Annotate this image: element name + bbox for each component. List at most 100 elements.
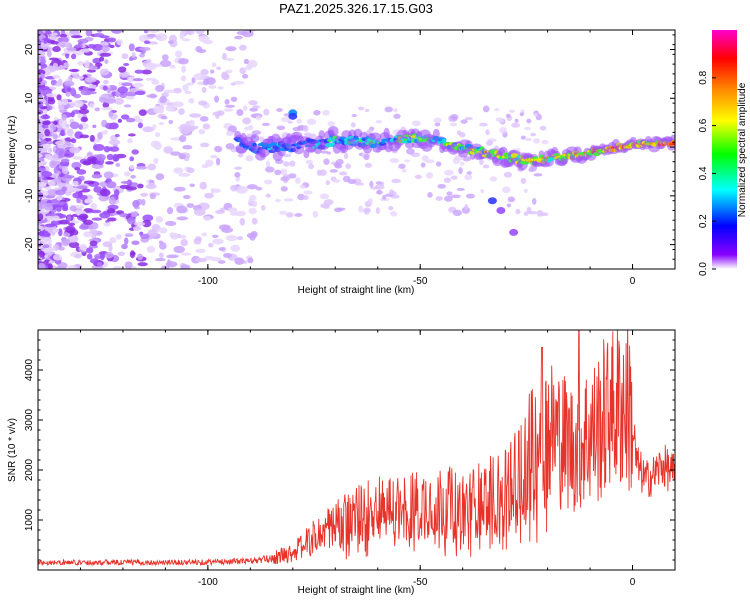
noise-blob [434, 122, 441, 127]
noise-blob [48, 147, 53, 153]
noise-blob [77, 38, 89, 44]
noise-blob [58, 119, 68, 126]
noise-blob [367, 198, 373, 205]
noise-blob [185, 30, 195, 36]
noise-blob [393, 113, 401, 119]
noise-blob [482, 105, 490, 113]
noise-blob [230, 96, 238, 102]
noise-blob [211, 234, 219, 238]
noise-blob [60, 129, 65, 137]
noise-blob [195, 257, 207, 263]
noise-blob [525, 137, 532, 142]
noise-blob [65, 52, 70, 59]
noise-blob [48, 180, 56, 187]
noise-blob [70, 53, 77, 60]
noise-blob [178, 58, 189, 65]
noise-blob [89, 258, 99, 264]
noise-blob [334, 207, 343, 213]
noise-blob [38, 144, 41, 151]
noise-blob [66, 128, 74, 137]
noise-blob [503, 171, 513, 178]
noise-blob [420, 162, 426, 168]
noise-blob [80, 116, 89, 123]
noise-blob [89, 103, 95, 109]
noise-blob [107, 217, 117, 222]
noise-blob [71, 35, 83, 39]
noise-blob [255, 115, 262, 121]
noise-blob [125, 117, 136, 123]
noise-blob [210, 256, 222, 262]
noise-blob [121, 243, 128, 250]
noise-blob [507, 196, 516, 203]
y-tick-label: 0 [24, 144, 35, 150]
noise-blob [38, 153, 43, 158]
signal-blob [318, 130, 325, 140]
noise-blob [444, 169, 454, 176]
noise-blob [86, 247, 94, 254]
noise-blob [131, 240, 140, 246]
noise-blob [62, 203, 69, 211]
chart-title: PAZ1.2025.326.17.15.G03 [279, 1, 433, 16]
noise-blob [129, 87, 138, 93]
noise-blob [322, 109, 330, 116]
noise-blob [327, 121, 336, 127]
noise-blob [52, 133, 58, 140]
noise-blob [391, 178, 401, 184]
noise-blob [176, 205, 188, 214]
noise-blob [148, 41, 158, 45]
noise-blob [366, 129, 373, 134]
noise-blob [56, 94, 62, 101]
noise-blob [132, 78, 144, 82]
noise-blob [212, 111, 222, 117]
noise-blob [155, 173, 165, 181]
noise-blob [40, 41, 50, 50]
noise-blob [121, 53, 129, 60]
noise-blob [132, 226, 142, 231]
noise-blob [74, 209, 82, 215]
noise-blob [287, 120, 293, 124]
noise-blob [212, 238, 224, 245]
noise-blob [530, 132, 537, 137]
noise-blob [99, 188, 111, 197]
noise-blob [56, 170, 61, 175]
noise-blob [44, 129, 51, 137]
noise-blob [106, 153, 114, 161]
noise-blob [92, 124, 97, 129]
colorbar-gradient [712, 30, 737, 269]
noise-blob [109, 44, 115, 49]
noise-blob [93, 186, 102, 193]
snr-ylabel: SNR (10 * v/v) [7, 418, 18, 482]
noise-blob [139, 53, 145, 58]
noise-blob [245, 155, 254, 162]
noise-blob [138, 109, 147, 116]
noise-blob [118, 66, 127, 73]
noise-blob [52, 228, 60, 233]
noise-blob [388, 205, 394, 211]
noise-blob [210, 154, 218, 159]
noise-blob [38, 132, 45, 139]
noise-blob [68, 241, 80, 249]
noise-blob [506, 203, 512, 208]
noise-blob [99, 181, 108, 188]
noise-blob [201, 86, 207, 93]
spectrogram-ylabel: Frequency (Hz) [7, 116, 18, 185]
noise-blob [42, 37, 51, 42]
noise-blob [245, 64, 253, 71]
noise-blob [286, 212, 294, 218]
noise-blob [120, 180, 133, 184]
noise-blob [115, 233, 122, 240]
noise-blob [523, 188, 528, 193]
noise-blob [191, 77, 196, 84]
noise-blob [239, 217, 246, 226]
noise-blob [105, 161, 114, 165]
noise-blob [159, 59, 172, 68]
noise-blob [72, 192, 82, 199]
noise-blob [193, 208, 206, 216]
noise-blob [494, 108, 500, 112]
noise-blob [69, 104, 75, 109]
spectrogram-xlabel: Height of straight line (km) [298, 285, 415, 296]
noise-blob [433, 117, 442, 124]
noise-blob [302, 125, 309, 132]
noise-blob [42, 244, 50, 249]
